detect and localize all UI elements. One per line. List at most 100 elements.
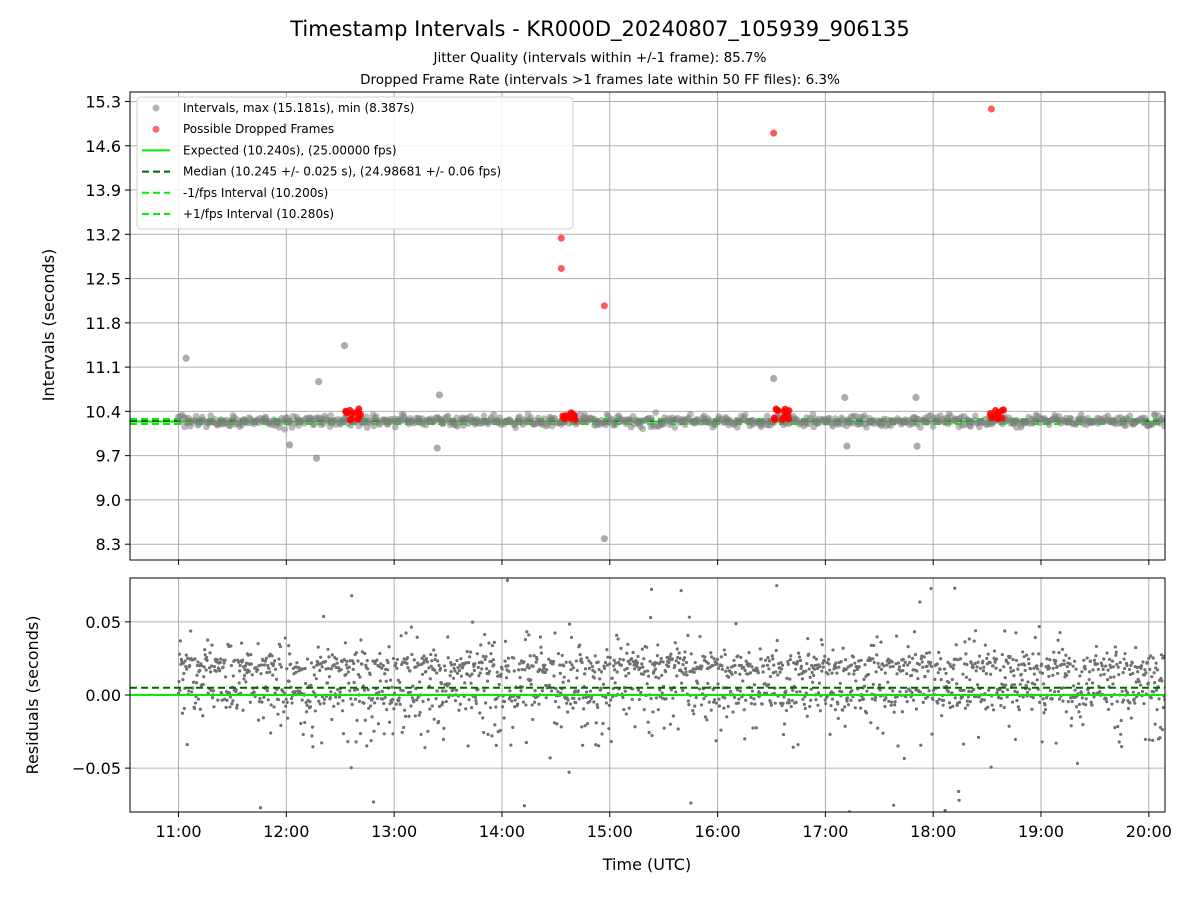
residual-point bbox=[290, 701, 294, 705]
residual-point bbox=[190, 690, 194, 694]
residual-point bbox=[982, 665, 986, 669]
residual-point bbox=[874, 695, 878, 699]
residual-point bbox=[553, 631, 557, 635]
residual-point bbox=[951, 666, 955, 671]
residual-point bbox=[352, 661, 356, 666]
residual-point bbox=[371, 800, 376, 804]
residual-point bbox=[1160, 728, 1165, 732]
residual-point bbox=[242, 673, 247, 678]
residual-point bbox=[437, 704, 442, 709]
residual-point bbox=[759, 657, 763, 661]
residual-point bbox=[270, 654, 274, 658]
residual-point bbox=[1052, 650, 1056, 654]
residual-point bbox=[521, 700, 526, 704]
residual-point bbox=[633, 725, 637, 729]
residual-point bbox=[322, 701, 326, 705]
residual-point bbox=[694, 695, 698, 700]
interval-point bbox=[490, 411, 498, 418]
interval-point bbox=[192, 412, 200, 420]
residual-point bbox=[716, 666, 721, 670]
residual-point bbox=[569, 635, 574, 640]
residual-point bbox=[841, 708, 845, 712]
residual-point bbox=[384, 679, 388, 683]
residual-point bbox=[726, 704, 730, 709]
residual-point bbox=[843, 724, 847, 728]
residual-point bbox=[1101, 667, 1105, 671]
residual-point bbox=[1070, 699, 1074, 704]
residual-point bbox=[288, 662, 293, 666]
residual-point bbox=[820, 643, 824, 647]
residual-point bbox=[436, 719, 441, 724]
interval-point bbox=[177, 418, 185, 426]
dropped-frame-point bbox=[570, 414, 578, 422]
residual-point bbox=[212, 664, 217, 669]
residual-point bbox=[191, 680, 196, 684]
residual-point bbox=[896, 661, 901, 665]
residual-point bbox=[970, 689, 974, 694]
residual-point bbox=[372, 701, 377, 705]
residual-point bbox=[969, 661, 973, 665]
residual-point bbox=[743, 737, 747, 741]
residual-point bbox=[198, 668, 202, 672]
residual-point bbox=[594, 721, 598, 725]
residual-point bbox=[582, 707, 586, 711]
residual-point bbox=[402, 657, 406, 661]
residual-point bbox=[535, 657, 539, 661]
residual-point bbox=[986, 652, 990, 656]
residual-point bbox=[495, 670, 499, 674]
residual-point bbox=[892, 803, 896, 807]
residual-point bbox=[311, 745, 315, 749]
residual-point bbox=[1106, 707, 1111, 712]
residual-point bbox=[294, 670, 298, 674]
residual-point bbox=[185, 667, 189, 671]
top-plot-area bbox=[130, 105, 1165, 543]
residual-point bbox=[257, 700, 262, 704]
residual-point bbox=[523, 638, 528, 642]
residual-point bbox=[485, 679, 490, 683]
residual-point bbox=[989, 672, 993, 676]
residual-point bbox=[1005, 695, 1009, 699]
residual-point bbox=[999, 704, 1003, 708]
residual-point bbox=[572, 696, 576, 701]
residual-point bbox=[822, 658, 826, 662]
residual-point bbox=[651, 710, 655, 714]
residual-point bbox=[187, 689, 191, 693]
residual-point bbox=[1105, 651, 1109, 655]
residual-point bbox=[954, 657, 958, 661]
residual-point bbox=[631, 650, 635, 655]
bottom-y-tick-label: −0.05 bbox=[72, 759, 121, 778]
residual-point bbox=[320, 665, 324, 669]
residual-point bbox=[400, 730, 404, 734]
residual-point bbox=[918, 690, 922, 694]
residual-point bbox=[1128, 701, 1132, 705]
residual-point bbox=[914, 688, 918, 692]
residual-point bbox=[243, 667, 247, 672]
residual-point bbox=[1075, 761, 1080, 765]
residual-point bbox=[868, 658, 872, 663]
residual-point bbox=[939, 677, 943, 682]
residual-point bbox=[1077, 710, 1081, 714]
residual-point bbox=[382, 732, 386, 736]
residual-point bbox=[946, 690, 951, 694]
residual-point bbox=[1128, 672, 1132, 677]
residual-point bbox=[249, 653, 253, 657]
residual-point bbox=[205, 658, 209, 663]
residual-point bbox=[490, 734, 494, 738]
residual-point bbox=[497, 682, 501, 687]
residual-point bbox=[1019, 672, 1023, 676]
residual-point bbox=[580, 725, 584, 729]
residual-point bbox=[527, 633, 531, 637]
residual-point bbox=[518, 675, 522, 680]
residual-point bbox=[1147, 738, 1151, 742]
residual-point bbox=[341, 732, 346, 736]
residual-point bbox=[221, 665, 225, 669]
interval-point bbox=[913, 442, 921, 450]
residual-point bbox=[1020, 678, 1024, 682]
residual-point bbox=[483, 657, 487, 661]
residual-point bbox=[550, 689, 554, 693]
residual-point bbox=[433, 657, 437, 662]
residual-point bbox=[1060, 662, 1064, 666]
residual-point bbox=[966, 703, 970, 707]
dropped-frame-point bbox=[770, 129, 778, 137]
residual-point bbox=[249, 662, 253, 666]
